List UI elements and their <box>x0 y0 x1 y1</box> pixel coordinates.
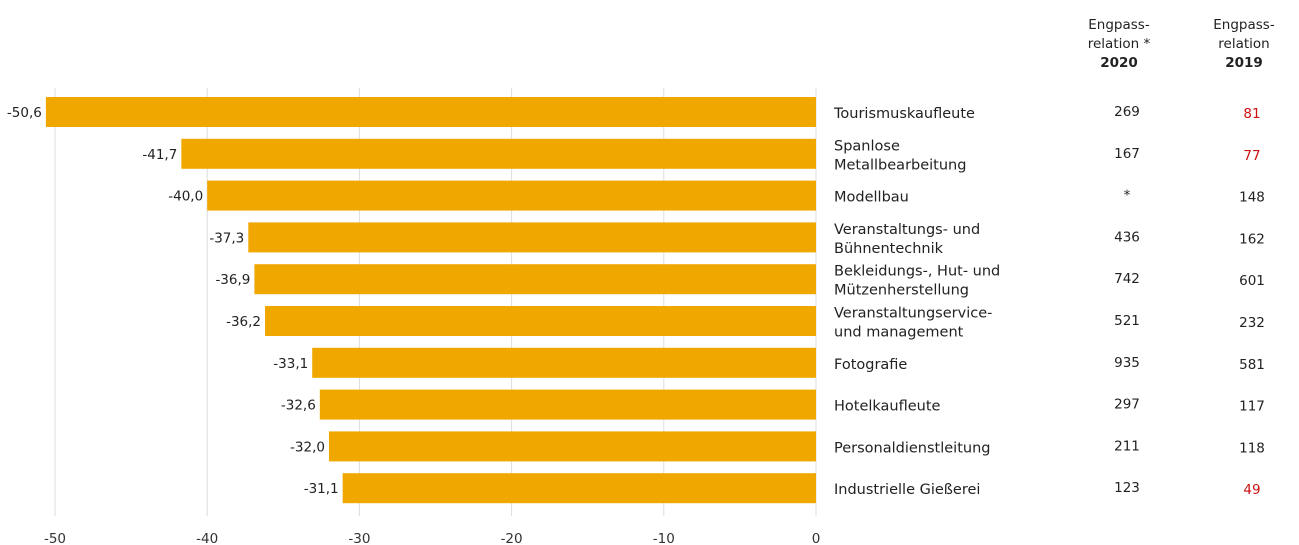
value-label: -50,6 <box>7 105 42 121</box>
value-label: -36,2 <box>226 314 261 330</box>
category-label: Bekleidungs-, Hut- und <box>834 264 1000 280</box>
category-label: Bühnentechnik <box>834 241 944 257</box>
category-labels: Tourismuskaufleute Spanlose Metallbearbeit… <box>833 106 1000 498</box>
column-header-2019: Engpass- relation 2019 <box>1194 16 1294 73</box>
bar <box>45 97 817 127</box>
value-2020: 935 <box>1114 355 1140 371</box>
value-2020: 521 <box>1114 313 1140 329</box>
value-2019: 118 <box>1239 440 1265 456</box>
category-label: Industrielle Gießerei <box>834 482 980 498</box>
bar <box>248 222 816 253</box>
bar <box>319 389 816 420</box>
value-2019: 148 <box>1239 190 1265 206</box>
category-label: Veranstaltungs- und <box>834 222 980 238</box>
bar <box>181 138 817 169</box>
x-tick-label: -10 <box>653 531 675 545</box>
category-label: Metallbearbeitung <box>834 157 966 173</box>
bar <box>312 347 816 378</box>
category-label: Modellbau <box>834 190 909 206</box>
value-2020: 211 <box>1114 438 1140 454</box>
category-label: Tourismuskaufleute <box>833 106 975 122</box>
category-label: Spanlose <box>834 138 900 154</box>
table-values: 269 81 167 77 * 148 436 162 742 601 521 232 935 581 29… <box>1114 104 1265 498</box>
column-header-2020: Engpass- relation * 2020 <box>1069 16 1169 73</box>
value-label: -36,9 <box>215 272 250 288</box>
value-2019: 601 <box>1239 273 1265 289</box>
value-label: -40,0 <box>168 189 203 205</box>
value-2020: 123 <box>1114 480 1140 496</box>
x-tick-labels: -50 -40 -30 -20 -10 0 <box>44 531 820 545</box>
value-labels: -50,6 -41,7 -40,0 -37,3 -36,9 -36,2 -33,1 -32,6… <box>7 105 339 497</box>
value-label: -37,3 <box>209 230 244 246</box>
value-2019: 581 <box>1239 357 1265 373</box>
category-label: Personaldienstleitung <box>834 440 990 456</box>
value-2020: 297 <box>1114 397 1140 413</box>
value-label: -41,7 <box>142 147 177 163</box>
bar <box>328 431 816 462</box>
x-tick-label: -40 <box>196 531 218 545</box>
value-label: -32,6 <box>281 398 316 414</box>
value-2020: 269 <box>1114 104 1140 120</box>
value-2020: 167 <box>1114 146 1140 162</box>
x-tick-label: -20 <box>501 531 523 545</box>
value-2019: 49 <box>1243 482 1260 498</box>
value-2019: 162 <box>1239 231 1265 247</box>
column-header-2019-year: 2019 <box>1225 55 1263 71</box>
x-tick-label: -50 <box>44 531 66 545</box>
column-header-2020-year: 2020 <box>1100 55 1138 71</box>
x-tick-label: -30 <box>348 531 370 545</box>
value-label: -32,0 <box>290 439 325 455</box>
value-2020: 742 <box>1114 271 1140 287</box>
bar <box>342 473 816 504</box>
category-label: Fotografie <box>834 357 907 373</box>
category-label: und management <box>834 325 964 341</box>
column-header-2020-title: Engpass- relation * <box>1087 17 1151 52</box>
column-header-2019-title: Engpass- relation <box>1213 17 1275 52</box>
value-label: -31,1 <box>304 481 339 497</box>
value-2019: 77 <box>1243 148 1260 164</box>
category-label: Hotelkaufleute <box>834 399 941 415</box>
value-2019: 117 <box>1239 399 1265 415</box>
bar <box>254 264 816 295</box>
value-2019: 232 <box>1239 315 1265 331</box>
value-label: -33,1 <box>273 356 308 372</box>
bar <box>207 180 816 211</box>
category-label: Mützenherstellung <box>834 283 969 299</box>
x-tick-label: 0 <box>812 531 821 545</box>
bars <box>45 97 817 504</box>
value-2020: * <box>1124 188 1131 204</box>
value-2019: 81 <box>1243 106 1260 122</box>
value-2020: 436 <box>1114 229 1140 245</box>
bar <box>265 306 816 336</box>
category-label: Veranstaltungservice- <box>834 306 992 322</box>
